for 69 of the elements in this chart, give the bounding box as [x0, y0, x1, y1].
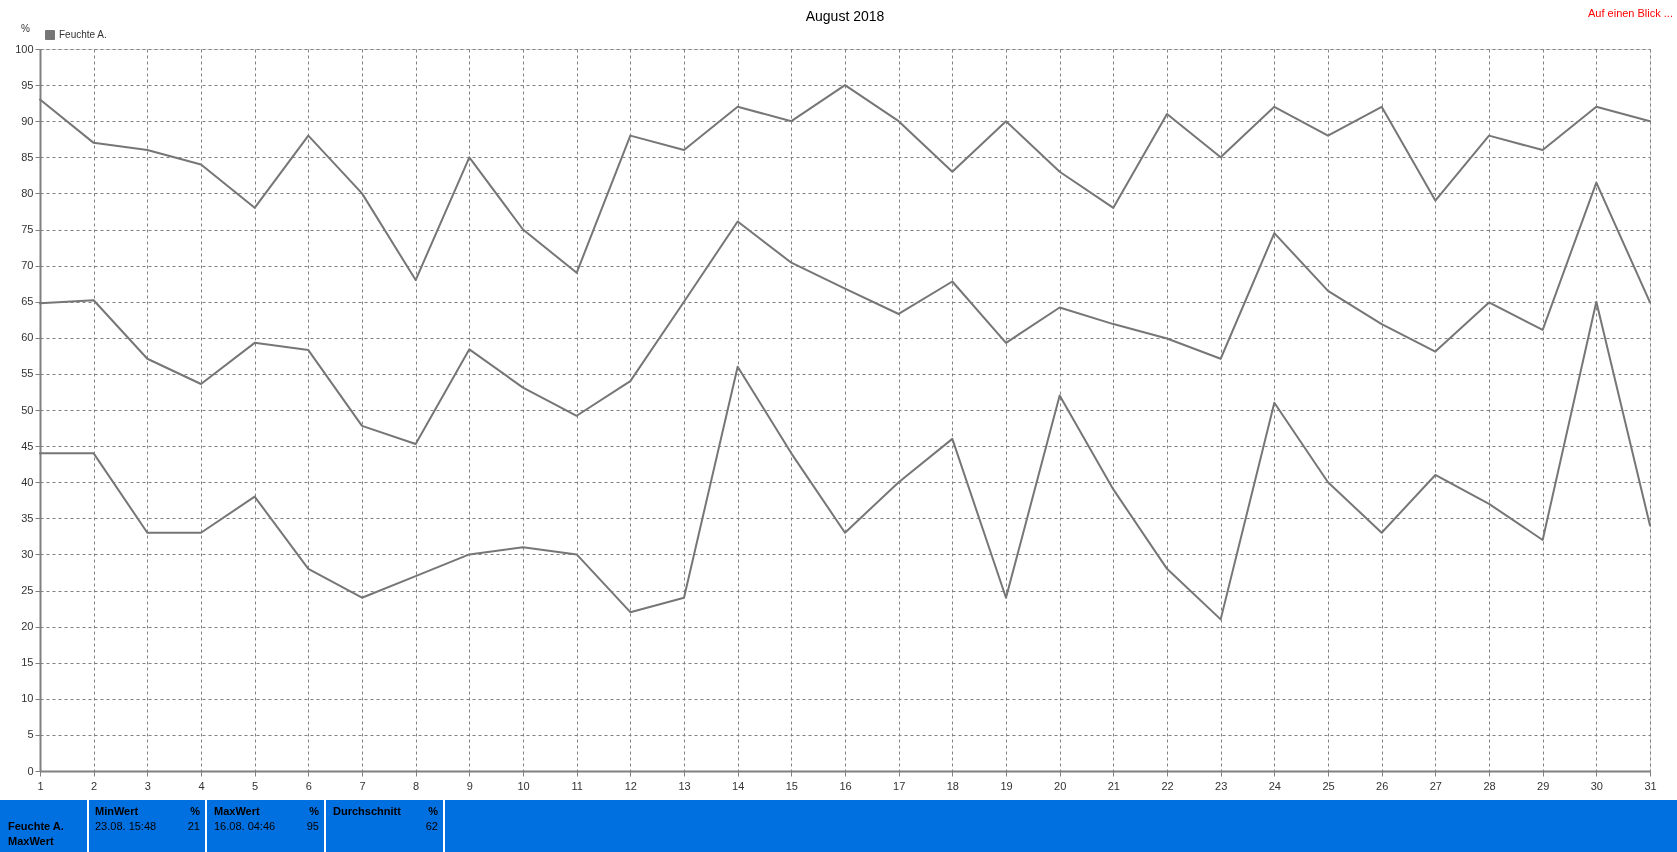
y-tick-label: 30 — [21, 547, 34, 560]
text: 16.08. 04:46 — [214, 820, 276, 832]
y-tick-label: 85 — [21, 150, 34, 163]
y-tick-label: 15 — [21, 656, 34, 669]
y-tick-label: 20 — [21, 620, 34, 633]
y-tick-label: 80 — [21, 186, 34, 199]
x-tick-label: 9 — [466, 779, 473, 792]
y-tick-label: 25 — [21, 584, 34, 596]
x-tick-label: 27 — [1429, 779, 1442, 792]
text: MaxWert — [8, 835, 54, 847]
y-tick-label: 100 — [15, 42, 34, 55]
x-tick-label: 18 — [946, 779, 959, 792]
y-tick-label: 40 — [21, 475, 34, 488]
x-tick-label: 4 — [198, 779, 205, 792]
chart-title: August 2018 — [805, 8, 885, 24]
text: % — [190, 805, 201, 817]
legend-label: Feuchte A. — [59, 29, 107, 40]
x-tick-label: 30 — [1590, 779, 1603, 792]
y-tick-label: 90 — [21, 114, 34, 127]
x-tick-label: 10 — [517, 779, 530, 792]
text: Durchschnitt — [333, 805, 402, 817]
y-axis-title: % — [21, 22, 31, 34]
x-tick-label: 5 — [252, 779, 259, 792]
x-tick-label: 16 — [839, 779, 852, 792]
text: MaxWert — [214, 805, 260, 817]
text: Auf einen Blick ... — [1588, 7, 1673, 19]
y-tick-label: 45 — [21, 439, 34, 452]
y-tick-label: 35 — [21, 511, 34, 524]
x-tick-label: 13 — [678, 779, 691, 792]
x-tick-label: 28 — [1483, 779, 1496, 792]
x-tick-label: 25 — [1322, 779, 1335, 792]
x-tick-label: 21 — [1107, 779, 1120, 792]
x-tick-label: 19 — [1000, 779, 1013, 792]
y-tick-label: 95 — [21, 78, 34, 91]
text: Feuchte A. — [8, 820, 64, 832]
x-tick-label: 11 — [571, 779, 583, 792]
y-tick-label: 55 — [21, 367, 34, 380]
x-tick-label: 3 — [144, 779, 151, 792]
text: 23.08. 15:48 — [95, 820, 157, 832]
x-tick-label: 15 — [785, 779, 798, 792]
x-tick-label: 12 — [624, 779, 637, 792]
x-tick-label: 31 — [1644, 779, 1657, 792]
y-tick-label: 65 — [21, 295, 34, 308]
y-tick-label: 50 — [21, 403, 34, 416]
y-tick-label: 5 — [27, 728, 34, 741]
y-tick-label: 60 — [21, 331, 34, 344]
x-tick-label: 20 — [1054, 779, 1067, 792]
x-tick-label: 14 — [732, 779, 745, 792]
x-tick-label: 26 — [1376, 779, 1389, 792]
x-tick-label: 2 — [91, 779, 98, 792]
x-tick-label: 7 — [359, 779, 366, 792]
y-tick-label: 70 — [21, 259, 34, 272]
text: 95 — [306, 820, 319, 832]
y-tick-label: 75 — [21, 223, 34, 235]
x-tick-label: 8 — [413, 779, 420, 792]
x-tick-label: 23 — [1215, 779, 1228, 792]
text: % — [428, 805, 439, 817]
x-tick-label: 17 — [893, 779, 906, 792]
text: 62 — [425, 820, 438, 832]
y-tick-label: 10 — [21, 692, 34, 705]
y-tick-label: 0 — [27, 764, 34, 777]
x-tick-label: 24 — [1268, 779, 1281, 792]
text: MinWert — [95, 805, 139, 817]
x-tick-label: 29 — [1537, 779, 1550, 792]
text: 21 — [187, 820, 200, 832]
text: % — [309, 805, 320, 817]
x-tick-label: 6 — [305, 779, 312, 792]
x-tick-label: 22 — [1161, 779, 1174, 792]
x-tick-label: 1 — [37, 779, 44, 792]
